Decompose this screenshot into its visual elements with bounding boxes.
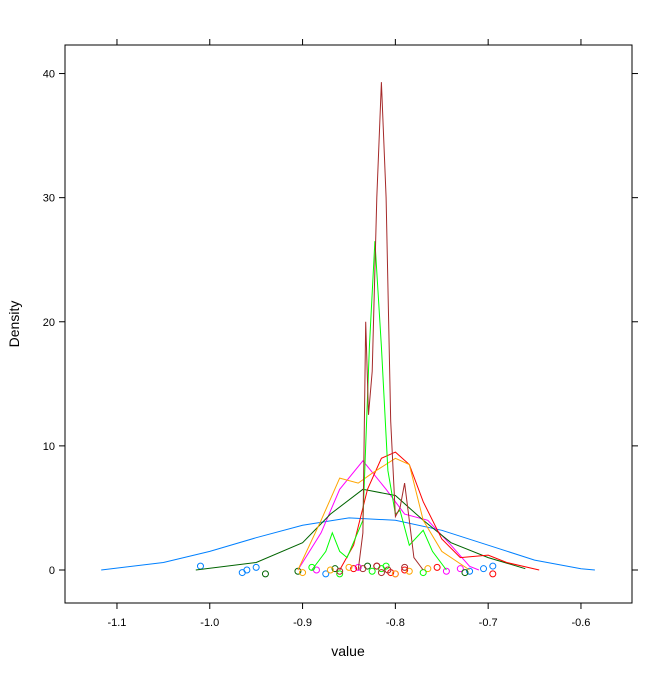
rug-point bbox=[299, 569, 307, 577]
density-line bbox=[339, 451, 540, 571]
rug-point bbox=[401, 566, 409, 574]
rug-point bbox=[391, 570, 399, 578]
y-tick-label: 10 bbox=[43, 441, 55, 453]
rug-point bbox=[350, 565, 358, 573]
rug-point bbox=[336, 570, 344, 578]
plot-frame bbox=[64, 44, 633, 604]
y-tick-label: 40 bbox=[43, 69, 55, 81]
rug-point bbox=[382, 562, 390, 570]
rug-point bbox=[373, 562, 381, 570]
rug-point bbox=[336, 567, 344, 575]
rug-point bbox=[252, 563, 260, 571]
rug-point bbox=[461, 569, 469, 577]
x-tick-label: -1.1 bbox=[107, 617, 126, 629]
rug-point bbox=[433, 563, 441, 571]
rug-point bbox=[489, 562, 497, 570]
rug-point bbox=[401, 563, 409, 571]
y-tick-label: 20 bbox=[43, 317, 55, 329]
rug-point bbox=[354, 563, 362, 571]
x-axis-label: value bbox=[331, 643, 365, 659]
x-tick-label: -0.8 bbox=[386, 617, 405, 629]
density-line bbox=[357, 82, 424, 571]
rug-point bbox=[377, 569, 385, 577]
density-line bbox=[311, 241, 447, 571]
rug-point bbox=[359, 565, 367, 573]
rug-point bbox=[308, 563, 316, 571]
rug-point bbox=[368, 567, 376, 575]
x-tick-label: -1.0 bbox=[200, 617, 219, 629]
rug-point bbox=[480, 565, 488, 573]
rug-point bbox=[442, 567, 450, 575]
rug-point bbox=[489, 570, 497, 578]
density-line bbox=[297, 457, 470, 571]
rug-point bbox=[345, 563, 353, 571]
x-tick-label: -0.9 bbox=[293, 617, 312, 629]
x-tick-label: -0.6 bbox=[571, 617, 590, 629]
rug-point bbox=[424, 565, 432, 573]
y-tick-label: 0 bbox=[49, 565, 55, 577]
x-tick-label: -0.7 bbox=[479, 617, 498, 629]
rug-point bbox=[261, 570, 269, 578]
rug-point bbox=[384, 566, 392, 574]
rug-point bbox=[419, 569, 427, 577]
density-line bbox=[195, 488, 526, 571]
density-line bbox=[297, 460, 480, 571]
y-axis-label: Density bbox=[6, 301, 22, 348]
rug-point bbox=[322, 570, 330, 578]
rug-point bbox=[405, 567, 413, 575]
y-tick-label: 30 bbox=[43, 193, 55, 205]
rug-point bbox=[196, 562, 204, 570]
density-line bbox=[101, 517, 595, 571]
rug-point bbox=[456, 565, 464, 573]
rug-point bbox=[326, 566, 334, 574]
rug-point bbox=[294, 567, 302, 575]
rug-point bbox=[466, 567, 474, 575]
rug-point bbox=[243, 566, 251, 574]
